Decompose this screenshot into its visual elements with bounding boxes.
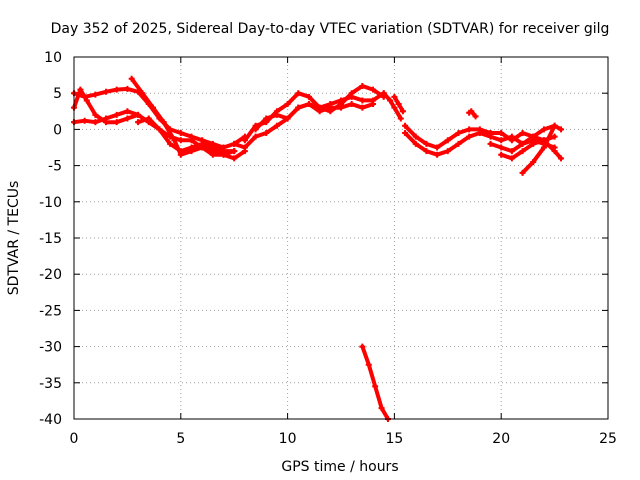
data-series [71,76,564,422]
series-line-arc-8 [256,104,373,129]
y-tick-label: -15 [39,231,62,247]
y-tick-label: -10 [39,195,62,211]
y-tick-label: -25 [39,303,62,319]
y-tick-label: 5 [53,86,62,102]
vtec-chart: 0 5 10 15 20 25 10 5 0 -5 -10 -15 -20 -25 -30 -35 -40 Da… [0,0,640,480]
x-tick-label: 0 [70,431,79,447]
chart-title: Day 352 of 2025, Sidereal Day-to-day VTE… [51,21,610,37]
x-tick-label: 25 [599,431,617,447]
series-line-arc-4 [132,79,235,155]
x-tick-label: 5 [176,431,185,447]
y-axis-label: SDTVAR / TECUs [6,181,22,296]
x-tick-label: 10 [279,431,297,447]
y-tick-label: -35 [39,376,62,392]
x-tick-label: 20 [492,431,510,447]
y-tick-label: 10 [44,50,62,66]
y-tick-label: 0 [53,122,62,138]
y-tick-label: -30 [39,340,62,356]
y-tick-label: -40 [39,412,62,428]
x-axis-label: GPS time / hours [281,459,398,475]
x-tick-label: 15 [385,431,403,447]
y-tick-label: -20 [39,267,62,283]
chart-root: 0 5 10 15 20 25 10 5 0 -5 -10 -15 -20 -25 -30 -35 -40 Da… [0,0,640,480]
y-tick-label: -5 [48,159,62,175]
